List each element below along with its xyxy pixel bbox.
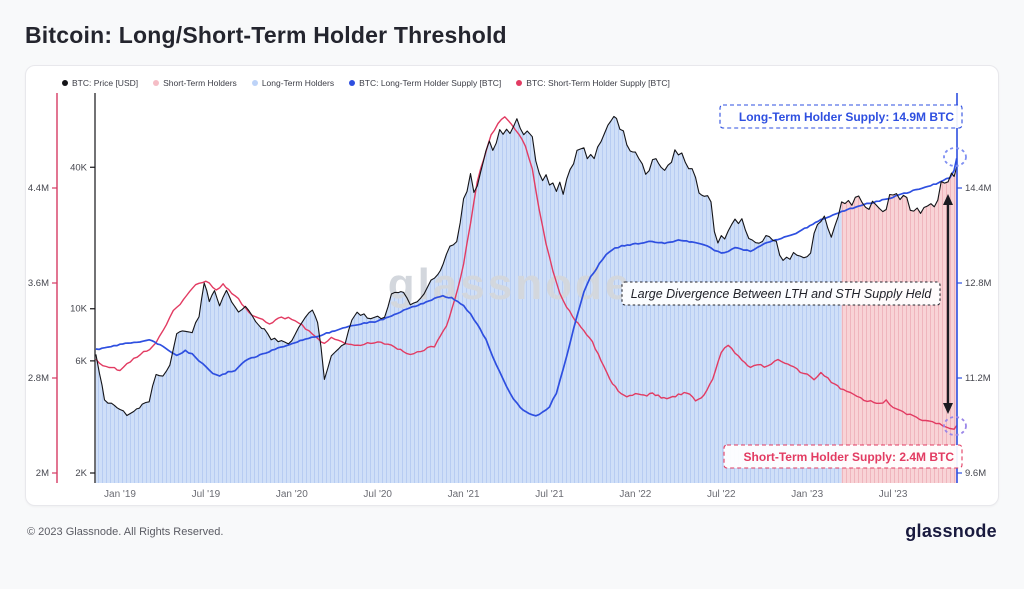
sth-axis-label: 2M (36, 468, 49, 479)
legend-item[interactable]: BTC: Long-Term Holder Supply [BTC] (349, 78, 501, 88)
page-title: Bitcoin: Long/Short-Term Holder Threshol… (25, 22, 507, 48)
legend-label: BTC: Price [USD] (72, 78, 139, 88)
legend-item[interactable]: Long-Term Holders (251, 78, 335, 88)
x-axis-label: Jul '20 (363, 489, 392, 500)
lth-axis-label: 9.6M (965, 468, 986, 479)
price-axis-label: 40K (70, 162, 88, 173)
sth-endpoint-marker (943, 416, 967, 436)
lth-axis-label: 11.2M (965, 373, 991, 384)
legend-item[interactable]: Short-Term Holders (153, 78, 237, 88)
legend-swatch-icon (153, 80, 160, 86)
copyright: © 2023 Glassnode. All Rights Reserved. (27, 525, 224, 538)
legend-item[interactable]: BTC: Price [USD] (62, 78, 138, 88)
glassnode-watermark: glassnode (388, 260, 633, 309)
x-axis-label: Jan '19 (104, 489, 136, 500)
sth-axis-label: 3.6M (28, 278, 49, 289)
sth-axis-label: 4.4M (28, 183, 49, 194)
x-axis-label: Jul '21 (535, 489, 564, 500)
x-axis-label: Jul '23 (879, 489, 908, 500)
legend-label: Short-Term Holders (163, 78, 237, 88)
legend-swatch-icon (62, 80, 68, 86)
lth-axis-label: 12.8M (965, 278, 991, 289)
chart-series-layers (95, 115, 958, 430)
legend-item[interactable]: BTC: Short-Term Holder Supply [BTC] (516, 78, 670, 88)
lth-supply-annotation: Long-Term Holder Supply: 14.9M BTC (719, 104, 963, 129)
x-axis-label: Jul '19 (192, 489, 221, 500)
x-axis-label: Jan '21 (448, 489, 480, 500)
divergence-annotation: Large Divergence Between LTH and STH Sup… (621, 281, 941, 306)
legend-label: BTC: Short-Term Holder Supply [BTC] (526, 78, 670, 88)
page-footer: © 2023 Glassnode. All Rights Reserved. g… (25, 506, 999, 542)
btc-price-line (95, 115, 958, 417)
chart-card: BTC: Price [USD] Short-Term Holders Long-T… (25, 65, 999, 506)
holder-threshold-chart[interactable]: 2M 2.8M 3.6M 4.4M 2K 6K 10K 40K 9.6M 11.2M 12.8M 14… (26, 93, 998, 503)
price-axis-label: 6K (75, 356, 87, 367)
lth-endpoint-marker (943, 147, 967, 167)
price-axis-label: 10K (70, 304, 88, 315)
glassnode-logo: glassnode (905, 521, 997, 541)
x-axis-label: Jan '22 (619, 489, 651, 500)
sth-axis-label: 2.8M (28, 373, 49, 384)
legend-label: Long-Term Holders (261, 78, 335, 88)
sth-supply-line (95, 116, 958, 430)
long-term-holders-area (95, 116, 957, 484)
chart-area[interactable]: 2M 2.8M 3.6M 4.4M 2K 6K 10K 40K 9.6M 11.2M 12.8M 14… (26, 93, 998, 503)
chart-legend: BTC: Price [USD] Short-Term Holders Long-T… (26, 74, 998, 93)
lth-supply-line (95, 158, 958, 417)
chart-background-layers: 2M 2.8M 3.6M 4.4M 2K 6K 10K 40K 9.6M 11.2M 12.8M 14… (28, 93, 991, 500)
lth-axis-label: 14.4M (965, 183, 991, 194)
divergence-annotation-text: Large Divergence Between LTH and STH Sup… (631, 287, 933, 301)
sth-supply-annotation-text: Short-Term Holder Supply: 2.4M BTC (744, 450, 955, 464)
x-axis-label: Jul '22 (707, 489, 736, 500)
legend-label: BTC: Long-Term Holder Supply [BTC] (359, 78, 502, 88)
x-axis-label: Jan '20 (276, 489, 308, 500)
lth-supply-annotation-text: Long-Term Holder Supply: 14.9M BTC (739, 110, 954, 124)
divergence-arrow (943, 194, 953, 414)
short-term-holders-area (841, 167, 957, 483)
legend-swatch-icon (516, 80, 523, 86)
x-axis-label: Jan '23 (791, 489, 823, 500)
sth-supply-annotation: Short-Term Holder Supply: 2.4M BTC (723, 444, 963, 469)
legend-swatch-icon (349, 80, 356, 86)
page: Bitcoin: Long/Short-Term Holder Threshol… (25, 22, 999, 542)
price-axis-label: 2K (75, 468, 87, 479)
legend-swatch-icon (251, 80, 258, 86)
